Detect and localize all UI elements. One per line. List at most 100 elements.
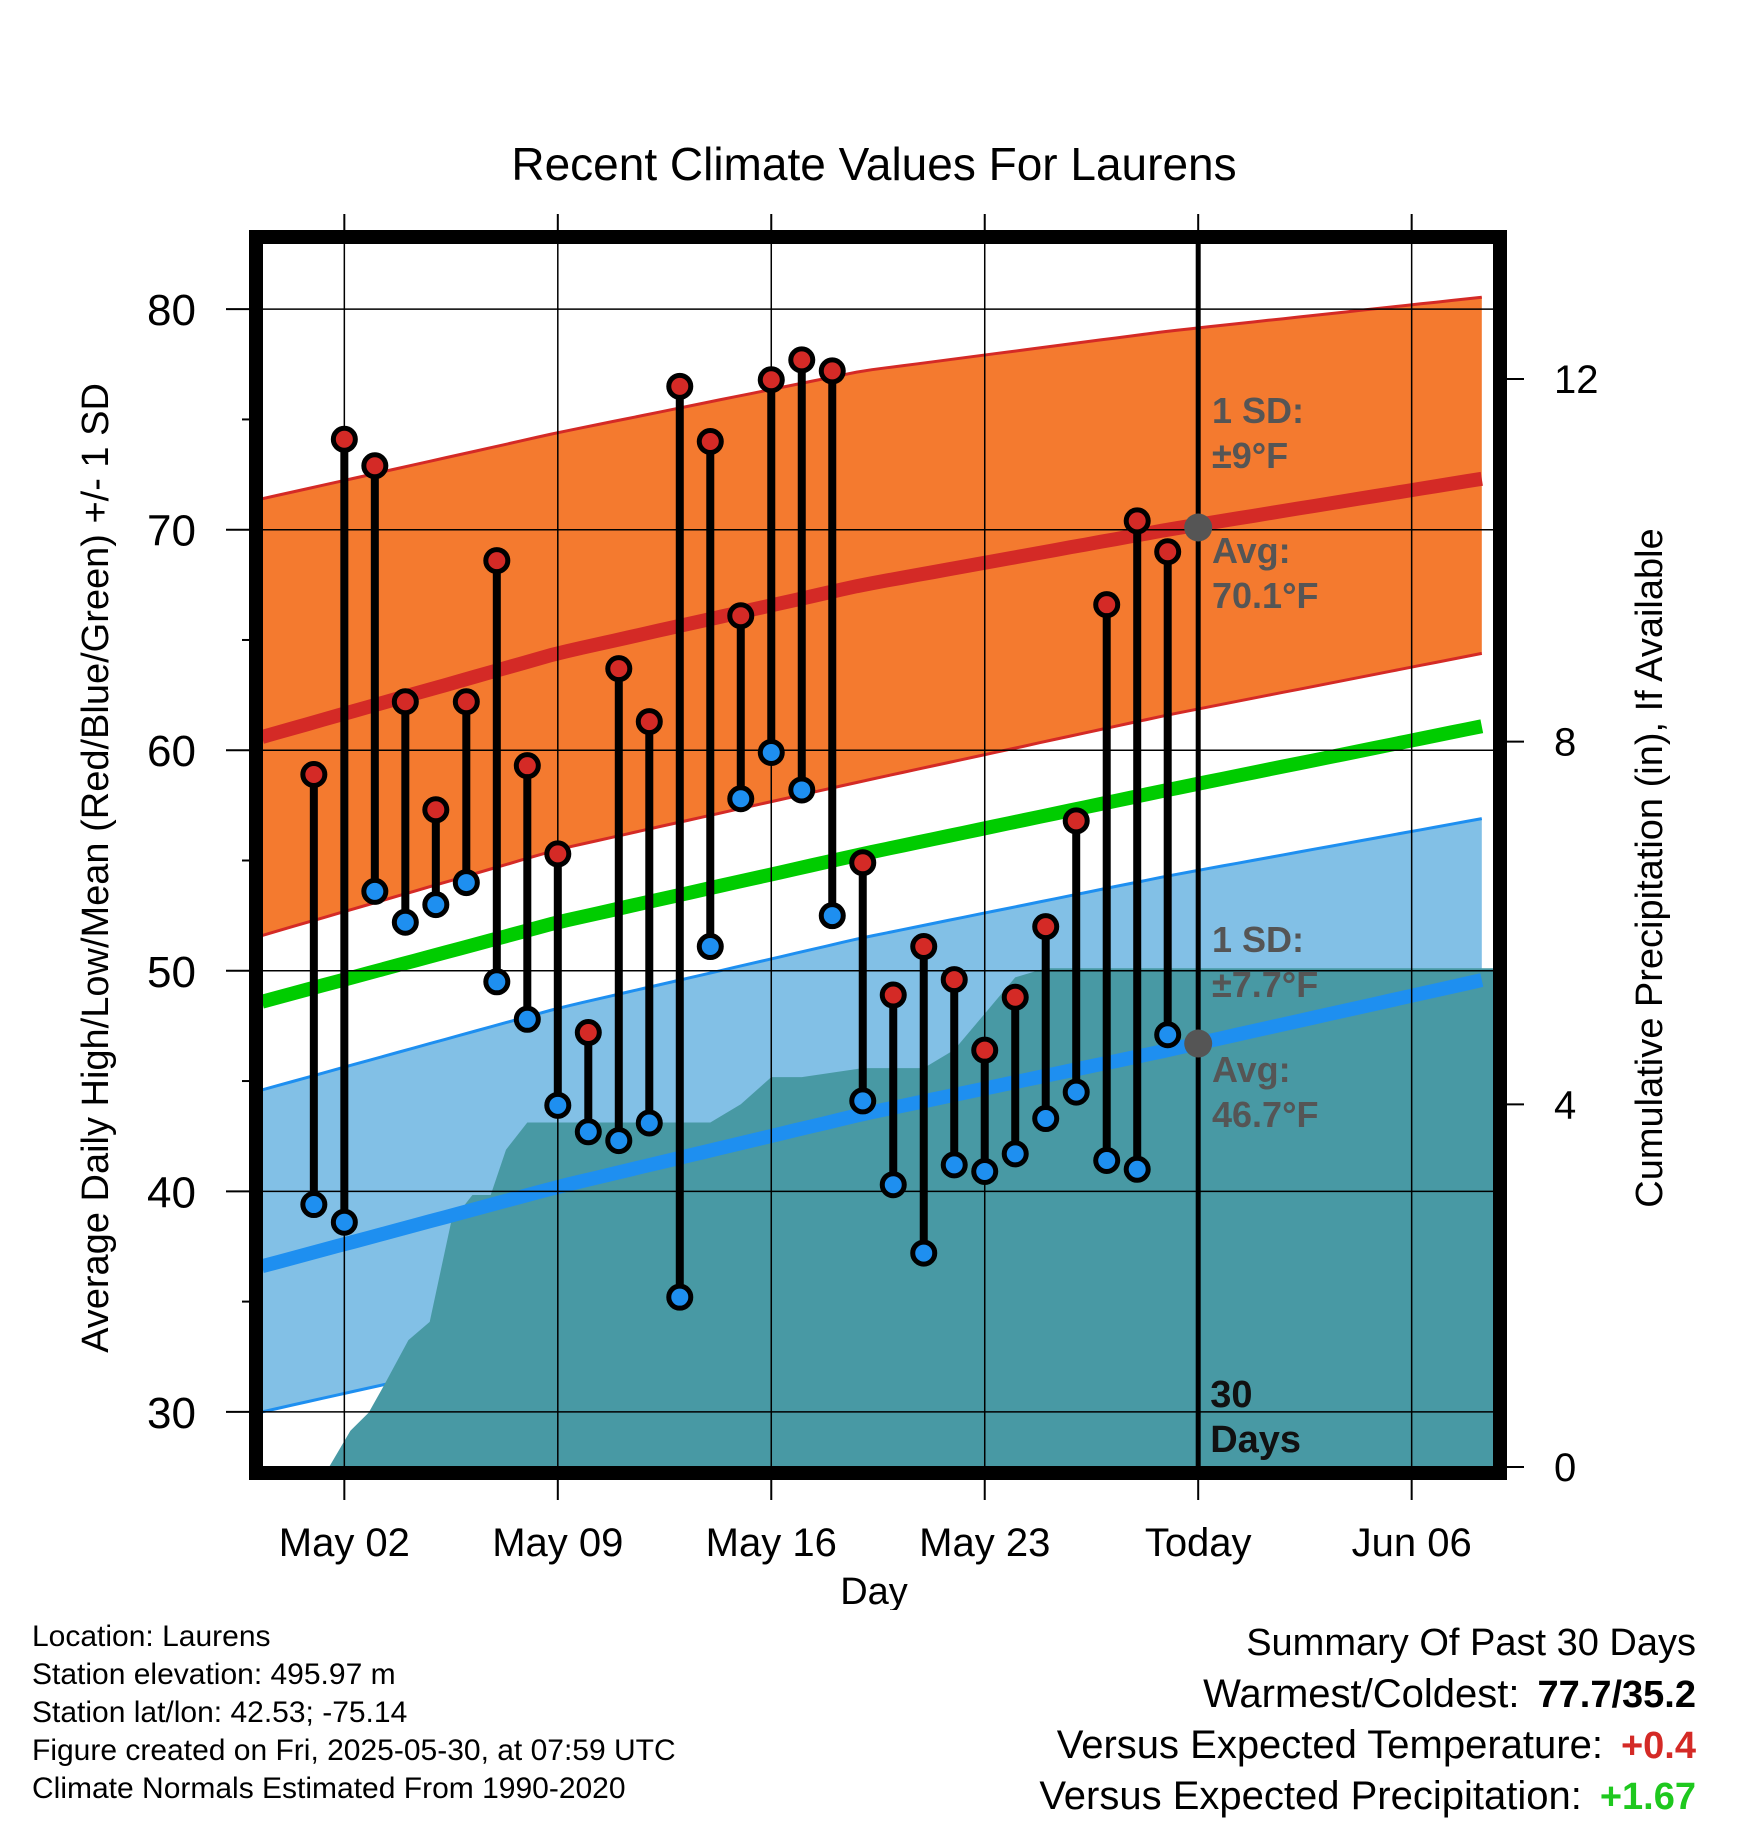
precip-anomaly-value: +1.67 (1599, 1776, 1696, 1818)
cumulative-precip-area (329, 968, 1494, 1467)
daily-high-point (361, 452, 389, 480)
daily-high-point (513, 752, 541, 780)
y-axis-label: Average Daily High/Low/Mean (Red/Blue/Gr… (75, 383, 117, 1353)
daily-low-point (727, 785, 755, 813)
low-avg-title: Avg: (1212, 1049, 1291, 1090)
daily-high-point (1001, 983, 1029, 1011)
daily-high-point (910, 933, 938, 961)
low-avg-value: 46.7°F (1212, 1094, 1318, 1135)
daily-high-point (605, 655, 633, 683)
y2-tick-label: 0 (1554, 1446, 1576, 1490)
created-text: Figure created on Fri, 2025-05-30, at 07… (32, 1734, 676, 1767)
location-text: Location: Laurens (32, 1620, 271, 1653)
normal-low-line (262, 973, 1484, 1274)
daily-low-point (605, 1127, 633, 1155)
daily-low-point (483, 968, 511, 996)
y2-axis-label: Cumulative Precipitation (in), If Availa… (1629, 528, 1671, 1207)
daily-low-point (849, 1087, 877, 1115)
summary-heading: Summary Of Past 30 Days (1246, 1622, 1696, 1664)
daily-low-point (452, 869, 480, 897)
elevation-text: Station elevation: 495.97 m (32, 1658, 396, 1691)
normal-high-line (262, 471, 1483, 744)
daily-low-point (879, 1171, 907, 1199)
daily-high-point (635, 708, 663, 736)
low-avg-marker (1184, 1029, 1213, 1058)
x-tick-label: May 16 (706, 1521, 837, 1565)
temp-anomaly-label: Versus Expected Temperature: (1056, 1723, 1603, 1767)
low-sd-title: 1 SD: (1212, 919, 1304, 960)
temp-anomaly-row: Versus Expected Temperature: +0.4 (1039, 1720, 1696, 1771)
daily-high-point (330, 425, 358, 453)
daily-low-point (544, 1091, 572, 1119)
daily-high-point (300, 761, 328, 789)
y-tick-label: 70 (147, 507, 196, 556)
station-info: Location: Laurens Station elevation: 495… (32, 1618, 676, 1808)
summary-panel: Summary Of Past 30 Days Warmest/Coldest:… (1039, 1618, 1696, 1822)
today-days-label-1: 30 (1210, 1374, 1252, 1416)
latlon-text: Station lat/lon: 42.53; -75.14 (32, 1696, 408, 1729)
today-days-label-2: Days (1210, 1419, 1301, 1461)
y-tick-label: 50 (147, 948, 196, 997)
daily-low-point (513, 1005, 541, 1033)
daily-high-point (818, 357, 846, 385)
daily-low-point (940, 1151, 968, 1179)
daily-low-point (300, 1191, 328, 1219)
daily-high-point (1154, 538, 1182, 566)
warm-cold-label: Warmest/Coldest: (1203, 1672, 1520, 1716)
daily-low-point (757, 738, 785, 766)
daily-high-point (1123, 507, 1151, 535)
chart-title: Recent Climate Values For Laurens (511, 138, 1236, 190)
daily-low-point (818, 902, 846, 930)
x-axis-label: Day (840, 1571, 908, 1610)
daily-low-point (971, 1157, 999, 1185)
normals-text: Climate Normals Estimated From 1990-2020 (32, 1772, 626, 1805)
high-avg-marker (1184, 513, 1213, 542)
daily-low-point (1093, 1146, 1121, 1174)
daily-high-point (971, 1036, 999, 1064)
daily-high-point (574, 1019, 602, 1047)
x-tick-label: May 23 (919, 1521, 1050, 1565)
daily-low-point (1123, 1155, 1151, 1183)
daily-high-point (483, 547, 511, 575)
daily-low-point (1032, 1105, 1060, 1133)
daily-low-point (788, 776, 816, 804)
daily-high-point (696, 427, 724, 455)
high-sd-band (262, 297, 1482, 936)
high-sd-upper-line (262, 295, 1482, 501)
y-tick-label: 60 (147, 727, 196, 776)
precip-anomaly-row: Versus Expected Precipitation: +1.67 (1039, 1771, 1696, 1822)
normal-mean-line (262, 719, 1484, 1009)
x-tick-label: Today (1145, 1521, 1252, 1565)
daily-low-point (391, 908, 419, 936)
daily-low-point (666, 1283, 694, 1311)
precip-anomaly-label: Versus Expected Precipitation: (1039, 1774, 1582, 1818)
daily-high-point (1032, 913, 1060, 941)
daily-low-point (1154, 1021, 1182, 1049)
high-avg-title: Avg: (1212, 530, 1291, 571)
warm-cold-value: 77.7/35.2 (1537, 1674, 1696, 1716)
daily-low-point (574, 1118, 602, 1146)
temp-anomaly-value: +0.4 (1620, 1725, 1696, 1767)
daily-high-point (879, 981, 907, 1009)
low-sd-upper-line (262, 817, 1483, 1092)
x-tick-label: Jun 06 (1352, 1521, 1472, 1565)
daily-high-point (422, 796, 450, 824)
daily-high-point (544, 840, 572, 868)
daily-high-point (1093, 591, 1121, 619)
y-tick-label: 80 (147, 286, 196, 335)
plot-clip-group (262, 243, 1494, 1467)
x-tick-label: May 09 (492, 1521, 623, 1565)
warm-cold-row: Warmest/Coldest: 77.7/35.2 (1039, 1669, 1696, 1720)
daily-low-point (1062, 1078, 1090, 1106)
climate-chart: Recent Climate Values For Laurens 30Days… (75, 138, 1671, 1610)
low-sd-value: ±7.7°F (1212, 964, 1318, 1005)
y-tick-label: 40 (147, 1168, 196, 1217)
daily-high-point (940, 966, 968, 994)
high-sd-title: 1 SD: (1212, 390, 1304, 431)
daily-high-point (788, 346, 816, 374)
high-sd-value: ±9°F (1212, 435, 1288, 476)
daily-high-point (452, 688, 480, 716)
y2-tick-label: 12 (1554, 358, 1599, 402)
plot-frame (249, 230, 1507, 1480)
